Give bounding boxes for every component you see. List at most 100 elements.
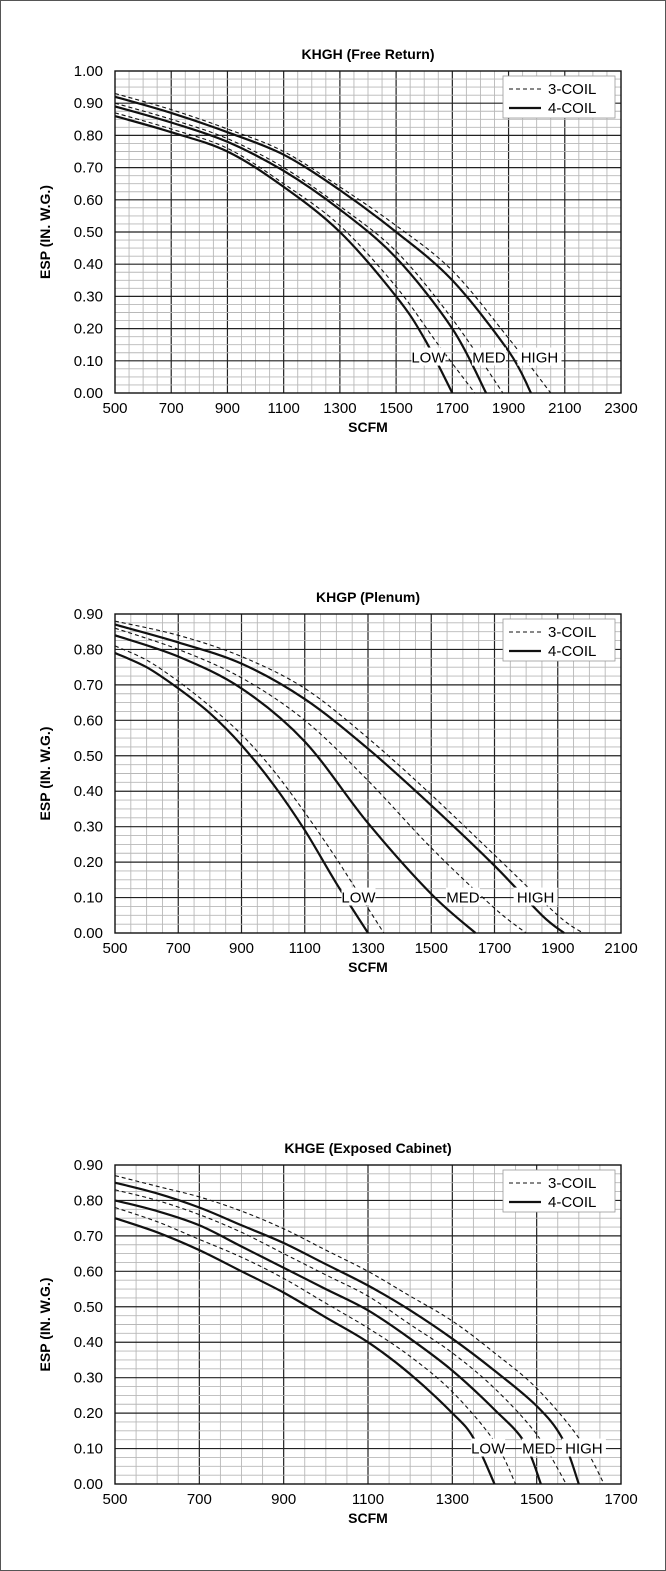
legend-label: 4-COIL xyxy=(548,100,596,117)
legend-label: 3-COIL xyxy=(548,624,596,641)
speed-label-low: LOW xyxy=(341,890,376,907)
x-tick-label: 1300 xyxy=(351,940,384,957)
y-tick-label: 0.30 xyxy=(74,1370,103,1387)
x-axis-label: SCFM xyxy=(348,419,388,435)
legend-label: 4-COIL xyxy=(548,1194,596,1211)
y-tick-label: 0.60 xyxy=(74,192,103,209)
curve-3-coil-high xyxy=(114,92,552,394)
curve-4-coil-med xyxy=(114,1199,542,1485)
y-tick-label: 0.70 xyxy=(74,160,103,177)
legend-label: 3-COIL xyxy=(548,1175,596,1192)
y-tick-label: 0.10 xyxy=(74,353,103,370)
chart-title: KHGE (Exposed Cabinet) xyxy=(284,1140,451,1156)
y-tick-label: 0.20 xyxy=(74,854,103,871)
x-tick-label: 1700 xyxy=(478,940,511,957)
curve-4-coil-low xyxy=(114,651,369,934)
x-axis-label: SCFM xyxy=(348,1510,388,1526)
speed-label-med: MED xyxy=(522,1441,556,1458)
x-tick-label: 1100 xyxy=(289,940,321,957)
y-tick-label: 0.30 xyxy=(74,288,103,305)
speed-label-bg xyxy=(341,887,376,906)
speed-label-bg xyxy=(561,1438,606,1457)
legend-label: 4-COIL xyxy=(548,643,596,660)
chart-title: KHGP (Plenum) xyxy=(316,589,420,605)
x-tick-label: 700 xyxy=(187,1491,212,1508)
curves xyxy=(114,1175,605,1485)
chart-1: LOW MED HIGH 3-COIL 4-COIL 500 700 900 1100 1300 1… xyxy=(37,46,638,435)
y-tick-label: 1.00 xyxy=(74,63,103,80)
curve-4-coil-med xyxy=(114,105,488,394)
y-tick-label: 0.30 xyxy=(74,819,103,836)
x-tick-label: 700 xyxy=(159,400,184,417)
speed-label-bg xyxy=(445,887,480,906)
x-tick-label: 900 xyxy=(215,400,240,417)
x-tick-label: 2300 xyxy=(604,400,637,417)
y-tick-label: 0.00 xyxy=(74,385,103,402)
speed-label-high: HIGH xyxy=(565,1441,603,1458)
x-tick-label: 700 xyxy=(166,940,191,957)
x-tick-label: 1100 xyxy=(268,400,300,417)
speed-label-bg xyxy=(411,347,446,366)
curve-3-coil-med xyxy=(114,1189,567,1485)
speed-label-med: MED xyxy=(472,350,506,367)
x-tick-label: 1300 xyxy=(436,1491,469,1508)
x-tick-label: 1300 xyxy=(323,400,356,417)
legend: 3-COIL 4-COIL xyxy=(502,75,616,119)
x-tick-label: 1700 xyxy=(436,400,469,417)
curve-3-coil-high xyxy=(114,1175,605,1485)
speed-label-low: LOW xyxy=(411,350,446,367)
y-tick-label: 0.20 xyxy=(74,321,103,338)
y-tick-label: 0.60 xyxy=(74,712,103,729)
y-tick-label: 0.00 xyxy=(74,925,103,942)
legend: 3-COIL 4-COIL xyxy=(502,618,616,662)
curve-3-coil-low xyxy=(114,645,385,934)
plot-border xyxy=(114,1164,622,1485)
x-tick-label: 1500 xyxy=(415,940,448,957)
x-tick-label: 500 xyxy=(102,940,127,957)
x-tick-label: 1100 xyxy=(352,1491,384,1508)
speed-label-high: HIGH xyxy=(517,890,555,907)
speed-label-low: LOW xyxy=(471,1441,506,1458)
speed-label-bg xyxy=(521,1438,556,1457)
y-tick-label: 0.00 xyxy=(74,1476,103,1493)
y-axis-label: ESP (IN. W.G.) xyxy=(37,185,53,279)
x-tick-label: 2100 xyxy=(604,940,637,957)
y-tick-label: 0.60 xyxy=(74,1263,103,1280)
y-tick-label: 0.50 xyxy=(74,1299,103,1316)
chart-3: LOW MED HIGH 3-COIL 4-COIL 500 700 900 1100 1300 1… xyxy=(37,1140,638,1526)
y-tick-label: 0.90 xyxy=(74,1157,103,1174)
y-tick-label: 0.20 xyxy=(74,1405,103,1422)
legend-label: 3-COIL xyxy=(548,81,596,98)
y-tick-label: 0.70 xyxy=(74,677,103,694)
grid xyxy=(115,71,621,393)
curve-4-coil-low xyxy=(114,115,454,394)
legend-box xyxy=(502,618,616,662)
curve-4-coil-low xyxy=(114,1217,496,1485)
curve-4-coil-high xyxy=(114,95,532,394)
speed-label-bg xyxy=(471,1438,506,1457)
y-tick-label: 0.90 xyxy=(74,606,103,623)
x-tick-label: 900 xyxy=(271,1491,296,1508)
y-axis-label: ESP (IN. W.G.) xyxy=(37,727,53,821)
y-tick-label: 0.80 xyxy=(74,1192,103,1209)
x-tick-label: 1900 xyxy=(492,400,525,417)
y-tick-label: 0.50 xyxy=(74,224,103,241)
curves xyxy=(114,92,552,394)
x-tick-label: 900 xyxy=(229,940,254,957)
y-tick-label: 0.10 xyxy=(74,890,103,907)
curve-3-coil-low xyxy=(114,112,476,394)
chart-title: KHGH (Free Return) xyxy=(301,46,434,62)
y-tick-label: 0.40 xyxy=(74,256,103,273)
x-tick-label: 2100 xyxy=(548,400,581,417)
x-tick-label: 1700 xyxy=(604,1491,637,1508)
speed-label-bg xyxy=(513,887,558,906)
y-tick-label: 0.90 xyxy=(74,95,103,112)
chart-2: LOW MED HIGH 3-COIL 4-COIL 500 700 900 1100 1300 1… xyxy=(37,589,638,975)
x-tick-label: 500 xyxy=(102,400,127,417)
x-tick-label: 1900 xyxy=(541,940,574,957)
y-tick-label: 0.50 xyxy=(74,748,103,765)
x-axis-label: SCFM xyxy=(348,959,388,975)
curve-4-coil-high xyxy=(114,1181,580,1485)
plot-border xyxy=(114,70,622,394)
